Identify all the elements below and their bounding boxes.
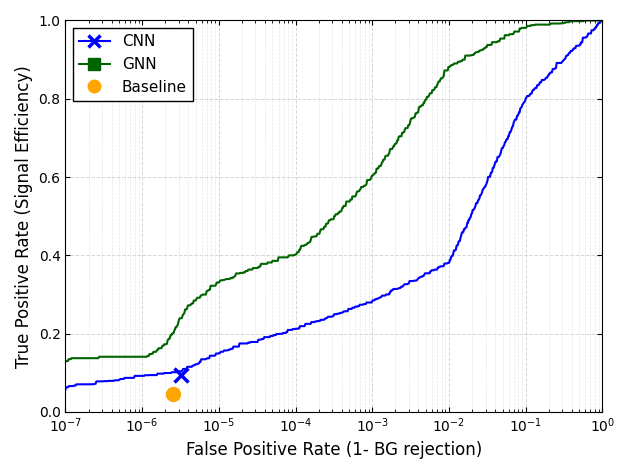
Legend: CNN, GNN, Baseline: CNN, GNN, Baseline (73, 28, 193, 100)
X-axis label: False Positive Rate (1- BG rejection): False Positive Rate (1- BG rejection) (186, 441, 482, 459)
Y-axis label: True Positive Rate (Signal Efficiency): True Positive Rate (Signal Efficiency) (15, 65, 33, 368)
